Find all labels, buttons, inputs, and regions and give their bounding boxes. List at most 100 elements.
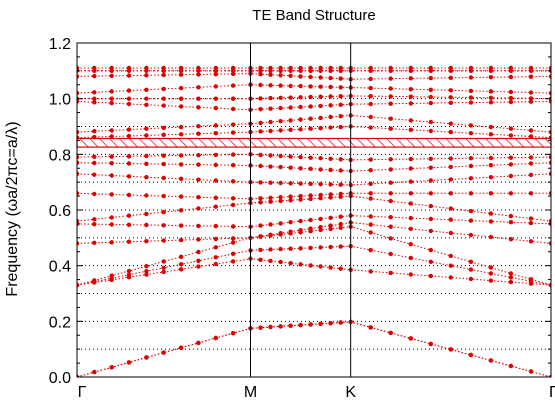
band-point xyxy=(428,216,433,222)
band-point xyxy=(298,83,303,89)
band-point xyxy=(308,155,313,160)
band-point xyxy=(144,222,149,228)
band-point xyxy=(92,100,97,105)
band-line xyxy=(77,173,551,186)
band-point xyxy=(288,65,293,71)
band-point xyxy=(468,232,474,238)
band-point xyxy=(196,249,201,255)
band-point xyxy=(278,128,283,133)
band-point xyxy=(268,232,273,237)
band-point xyxy=(288,154,293,159)
band-point xyxy=(288,194,293,199)
band-point xyxy=(508,279,514,285)
band-point xyxy=(278,95,283,101)
band-point xyxy=(278,259,283,265)
band-point xyxy=(161,132,166,137)
band-point xyxy=(144,264,149,269)
band-point xyxy=(213,162,218,168)
grid-lines xyxy=(77,70,551,350)
band-point xyxy=(161,265,166,270)
band-point xyxy=(308,94,313,100)
band-point xyxy=(278,180,283,186)
band-point xyxy=(308,116,313,121)
band-point xyxy=(213,178,218,183)
band-point xyxy=(288,246,293,251)
band-point xyxy=(548,241,551,246)
band-point xyxy=(196,65,201,71)
band-point xyxy=(144,87,149,93)
band-point xyxy=(230,251,236,256)
band-point xyxy=(77,135,80,140)
band-point xyxy=(338,124,343,130)
band-point xyxy=(338,102,343,108)
band-point xyxy=(428,247,433,253)
band-point xyxy=(508,191,514,196)
band-point xyxy=(268,164,273,169)
band-point xyxy=(448,275,453,280)
band-point xyxy=(428,203,433,209)
band-point xyxy=(109,73,114,79)
band-point xyxy=(268,65,273,71)
band-point xyxy=(213,223,218,229)
band-point xyxy=(268,95,273,101)
band-point xyxy=(161,96,166,101)
band-point xyxy=(308,245,313,251)
band-gap-region xyxy=(76,137,552,148)
band-point xyxy=(408,127,413,132)
band-point xyxy=(318,65,323,71)
band-point xyxy=(328,125,333,130)
band-point xyxy=(308,181,313,186)
band-point xyxy=(196,162,201,167)
band-point xyxy=(298,197,303,202)
band-point xyxy=(213,204,218,209)
band-point xyxy=(488,191,494,196)
band-point xyxy=(508,99,514,105)
band-point xyxy=(468,267,474,272)
band-point xyxy=(144,96,149,101)
band-point xyxy=(528,134,534,139)
band-point xyxy=(468,95,474,100)
band-point xyxy=(288,181,293,186)
band-point xyxy=(318,156,323,161)
band-point xyxy=(77,374,80,377)
band-point xyxy=(448,100,453,106)
band-point xyxy=(288,220,293,225)
band-point xyxy=(92,369,97,375)
band-point xyxy=(92,90,97,95)
band-point xyxy=(328,114,333,120)
band-point xyxy=(77,74,80,79)
band-point xyxy=(109,365,114,370)
band-point xyxy=(258,72,263,77)
band-point xyxy=(144,355,149,360)
band-point xyxy=(338,114,343,119)
band-point xyxy=(288,229,293,234)
band-point xyxy=(408,166,413,171)
band-point xyxy=(178,262,184,267)
band-point xyxy=(388,180,393,185)
band-point xyxy=(308,263,313,268)
band-point xyxy=(388,330,393,336)
band-point xyxy=(408,272,413,277)
band-point xyxy=(318,84,323,89)
band-point xyxy=(178,208,184,213)
band-point xyxy=(196,264,201,269)
band-point xyxy=(278,324,283,329)
band-point xyxy=(468,163,474,169)
band-point xyxy=(428,178,433,183)
band-point xyxy=(196,153,201,158)
band-point xyxy=(178,176,184,181)
band-point xyxy=(109,128,114,133)
band-point xyxy=(338,76,343,81)
band-point xyxy=(368,191,373,196)
band-gap-rect xyxy=(76,137,552,148)
band-point xyxy=(368,125,373,130)
band-point xyxy=(77,160,80,165)
band-point xyxy=(448,177,453,182)
band-point xyxy=(230,236,236,241)
y-tick-label: 1.0 xyxy=(49,92,71,109)
band-point xyxy=(268,180,273,185)
band-point xyxy=(196,96,201,101)
band-point xyxy=(268,106,273,111)
band-point xyxy=(428,259,433,264)
band-point xyxy=(448,156,453,161)
